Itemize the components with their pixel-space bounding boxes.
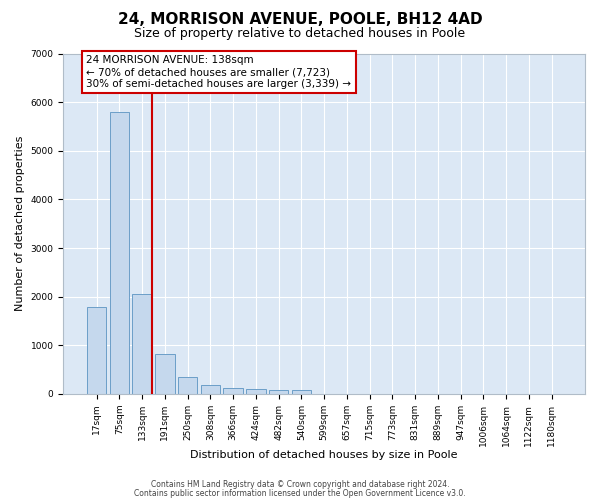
Bar xyxy=(133,294,152,394)
X-axis label: Distribution of detached houses by size in Poole: Distribution of detached houses by size … xyxy=(190,450,458,460)
Bar xyxy=(223,388,243,394)
Bar xyxy=(269,390,289,394)
Bar xyxy=(246,389,266,394)
Text: 24 MORRISON AVENUE: 138sqm
← 70% of detached houses are smaller (7,723)
30% of s: 24 MORRISON AVENUE: 138sqm ← 70% of deta… xyxy=(86,56,352,88)
Text: 24, MORRISON AVENUE, POOLE, BH12 4AD: 24, MORRISON AVENUE, POOLE, BH12 4AD xyxy=(118,12,482,28)
Bar xyxy=(155,354,175,394)
Bar xyxy=(110,112,129,394)
Text: Contains HM Land Registry data © Crown copyright and database right 2024.: Contains HM Land Registry data © Crown c… xyxy=(151,480,449,489)
Y-axis label: Number of detached properties: Number of detached properties xyxy=(15,136,25,312)
Bar xyxy=(178,378,197,394)
Bar xyxy=(201,385,220,394)
Text: Size of property relative to detached houses in Poole: Size of property relative to detached ho… xyxy=(134,28,466,40)
Bar xyxy=(292,390,311,394)
Bar xyxy=(87,308,106,394)
Text: Contains public sector information licensed under the Open Government Licence v3: Contains public sector information licen… xyxy=(134,488,466,498)
